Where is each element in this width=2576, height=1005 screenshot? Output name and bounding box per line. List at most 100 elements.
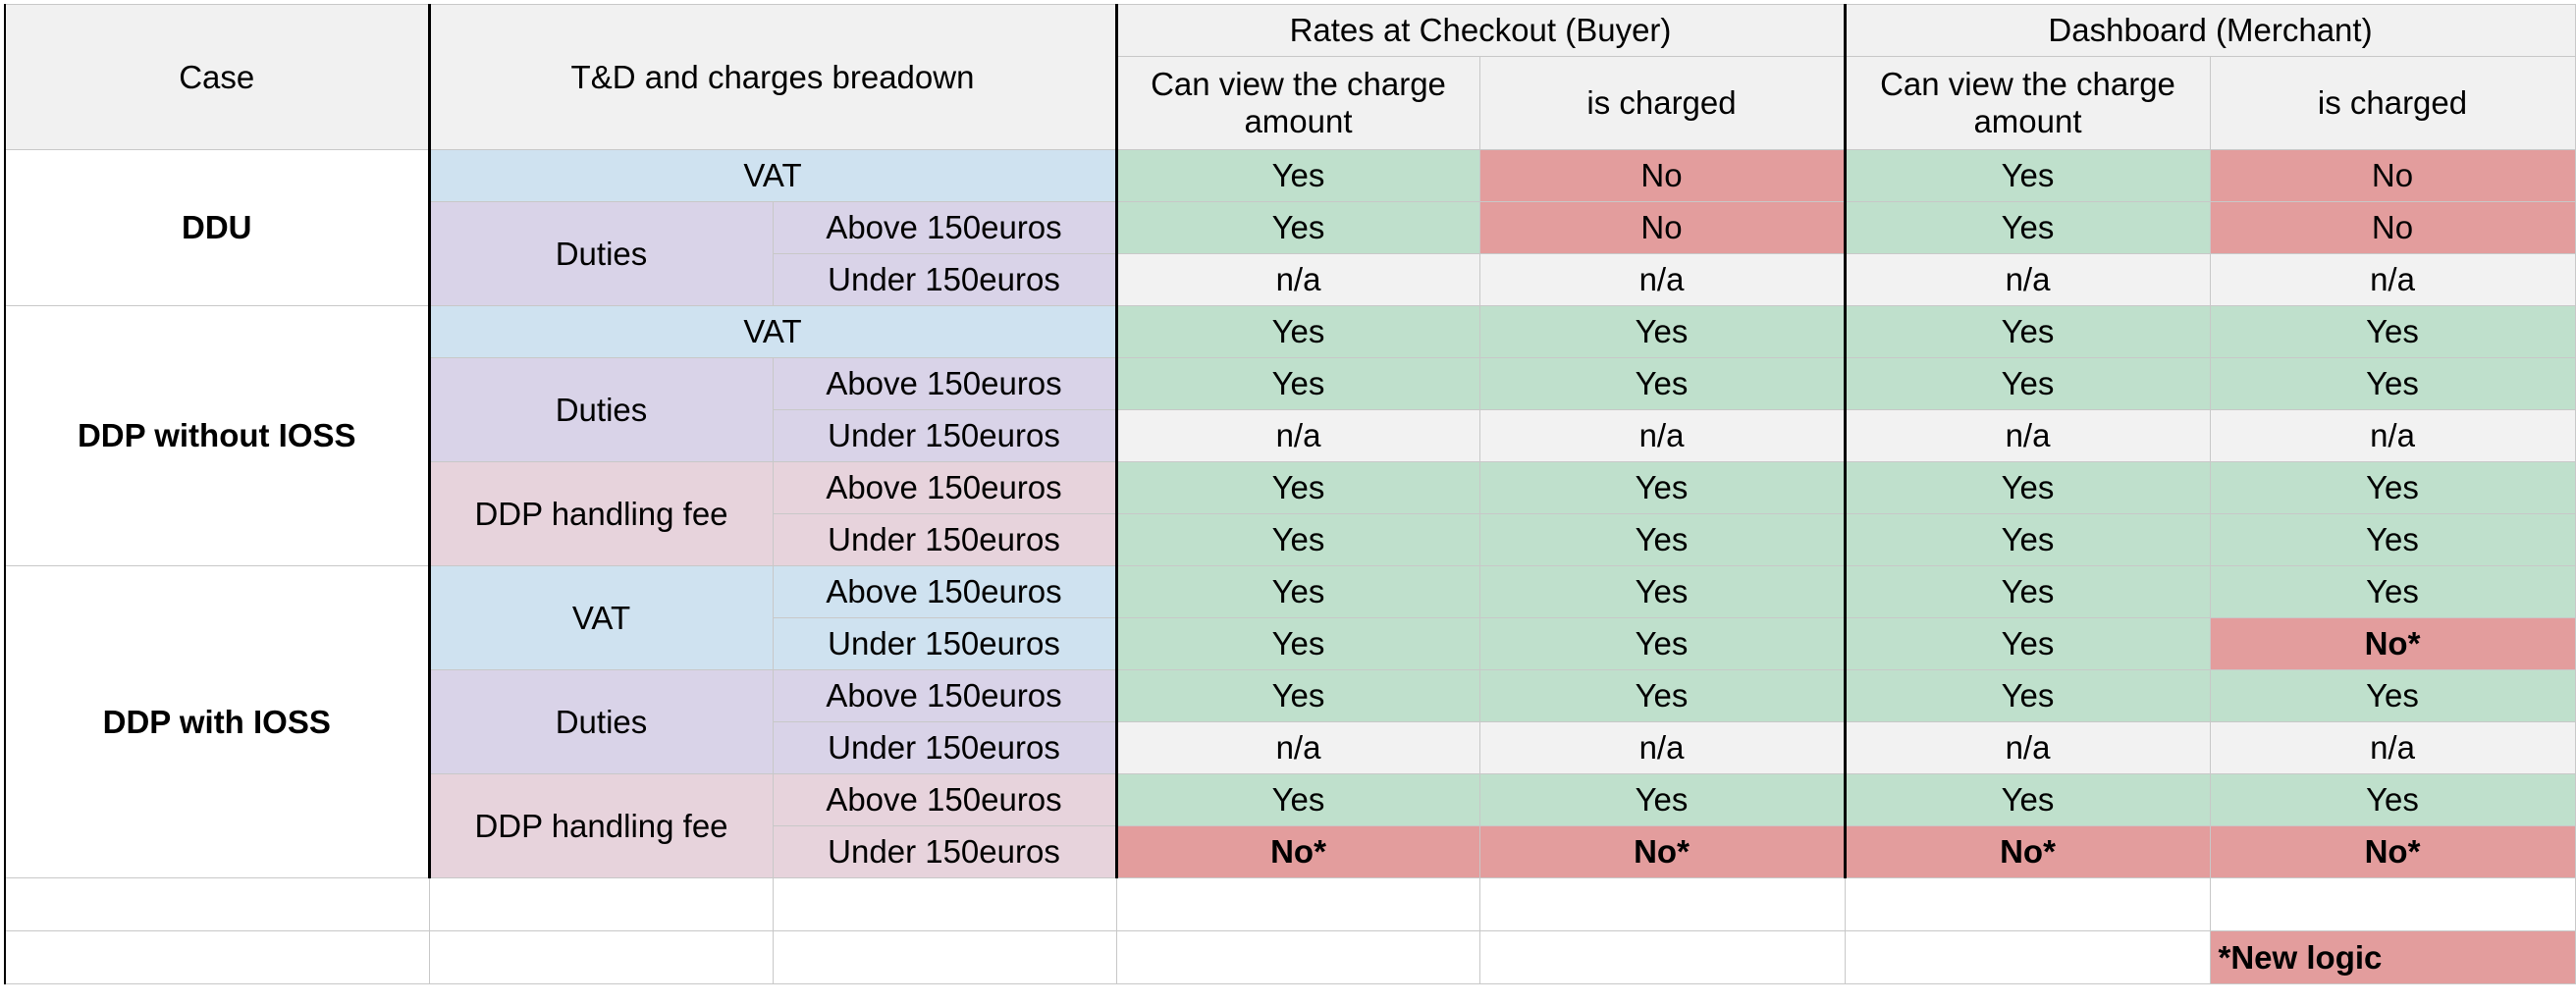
cell-value: Yes — [1843, 305, 2211, 358]
cell-value: n/a — [1478, 409, 1846, 462]
charge-duties: Duties — [427, 201, 774, 306]
threshold-label: Under 150euros — [772, 409, 1117, 462]
empty-cell — [1115, 930, 1480, 984]
header-buyer-group: Rates at Checkout (Buyer) — [1114, 4, 1846, 57]
header-merchant-group: Dashboard (Merchant) — [1843, 4, 2576, 57]
cell-value: n/a — [1114, 409, 1480, 462]
cell-value: No* — [1843, 825, 2211, 878]
case-ddp-without-ioss: DDP without IOSS — [4, 305, 430, 566]
charge-ddp-handling-fee: DDP handling fee — [427, 461, 774, 566]
cell-value: Yes — [1114, 773, 1480, 826]
threshold-label: Above 150euros — [772, 565, 1117, 618]
cell-value: Yes — [1114, 201, 1480, 254]
table-row: DDP without IOSS VAT Yes Yes Yes Yes — [4, 305, 2576, 566]
cell-value: n/a — [1478, 721, 1846, 774]
table-row: Under 150euros Yes Yes Yes No* — [5, 617, 2576, 670]
case-ddp-with-ioss: DDP with IOSS — [4, 565, 430, 878]
threshold-label: Above 150euros — [772, 461, 1117, 514]
charges-table: Case T&D and charges breadown Rates at C… — [4, 4, 2576, 984]
threshold-label: Under 150euros — [772, 513, 1117, 566]
table-row: Duties Above 150euros Yes Yes Yes Yes — [5, 357, 2576, 462]
cell-value: Yes — [1478, 357, 1846, 410]
cell-value: Yes — [1843, 461, 2211, 514]
cell-value: No* — [1114, 825, 1480, 878]
empty-cell — [4, 877, 430, 931]
header-breakdown: T&D and charges breadown — [427, 4, 1117, 150]
cell-value: Yes — [1478, 461, 1846, 514]
cell-value: Yes — [1478, 773, 1846, 826]
table-row: Under 150euros n/a n/a n/a n/a — [5, 721, 2576, 774]
cell-value: Yes — [2209, 357, 2576, 410]
table-row: Under 150euros n/a n/a n/a n/a — [5, 253, 2576, 306]
cell-value: No* — [2209, 617, 2576, 670]
cell-value: Yes — [1114, 305, 1480, 358]
cell-value: n/a — [2209, 253, 2576, 306]
empty-cell — [1844, 877, 2211, 931]
cell-value: Yes — [1843, 669, 2211, 722]
charge-vat: VAT — [427, 565, 774, 670]
cell-value: n/a — [1114, 253, 1480, 306]
cell-value: Yes — [1843, 201, 2211, 254]
cell-value: Yes — [1478, 305, 1846, 358]
cell-value: Yes — [1114, 149, 1480, 202]
threshold-label: Under 150euros — [772, 253, 1117, 306]
cell-value: Yes — [1114, 617, 1480, 670]
table-row: DDP with IOSS VAT Above 150euros Yes Yes… — [4, 565, 2576, 878]
cell-value: Yes — [2209, 305, 2576, 358]
table-row: DDU VAT Yes No Yes No — [4, 149, 2576, 306]
header-case: Case — [4, 4, 430, 150]
threshold-label: Under 150euros — [772, 825, 1117, 878]
footnote-row: *New logic — [4, 930, 2576, 984]
header-row-2: Can view the charge amount is charged Ca… — [5, 56, 2576, 150]
cell-value: No — [1478, 149, 1846, 202]
header-buyer-view: Can view the charge amount — [1114, 56, 1480, 150]
table-row: Duties Above 150euros Yes No Yes No — [5, 201, 2576, 306]
threshold-label: Above 150euros — [772, 201, 1117, 254]
cell-value: Yes — [1114, 357, 1480, 410]
table-row: Duties Above 150euros Yes Yes Yes Yes — [5, 669, 2576, 774]
empty-cell — [428, 877, 774, 931]
cell-value: Yes — [1478, 669, 1846, 722]
threshold-label: Above 150euros — [772, 773, 1117, 826]
cell-value: n/a — [1843, 409, 2211, 462]
cell-value: Yes — [1843, 565, 2211, 618]
empty-cell — [4, 930, 430, 984]
cell-value: Yes — [1478, 565, 1846, 618]
cell-value: No* — [2209, 825, 2576, 878]
charge-vat: VAT — [427, 149, 1117, 202]
table-row: DDP handling fee Above 150euros Yes Yes … — [5, 773, 2576, 878]
cell-value: n/a — [1478, 253, 1846, 306]
header-row-1: Case T&D and charges breadown Rates at C… — [4, 4, 2576, 150]
cell-value: Yes — [1843, 773, 2211, 826]
empty-cell — [772, 877, 1117, 931]
cell-value: Yes — [1478, 513, 1846, 566]
cell-value: Yes — [2209, 461, 2576, 514]
empty-cell — [1115, 877, 1480, 931]
cell-value: n/a — [1843, 721, 2211, 774]
cell-value: n/a — [1843, 253, 2211, 306]
threshold-label: Above 150euros — [772, 357, 1117, 410]
charge-ddp-handling-fee: DDP handling fee — [427, 773, 774, 878]
cell-value: Yes — [1843, 617, 2211, 670]
threshold-label: Under 150euros — [772, 617, 1117, 670]
charge-duties: Duties — [427, 357, 774, 462]
empty-cell — [2209, 877, 2576, 931]
cell-value: Yes — [1843, 357, 2211, 410]
cell-value: Yes — [1114, 565, 1480, 618]
cell-value: Yes — [1478, 617, 1846, 670]
header-merchant-charged: is charged — [2209, 56, 2576, 150]
table-row: DDP handling fee Above 150euros Yes Yes … — [5, 461, 2576, 566]
cell-value: Yes — [1114, 669, 1480, 722]
threshold-label: Above 150euros — [772, 669, 1117, 722]
cell-value: Yes — [2209, 669, 2576, 722]
threshold-label: Under 150euros — [772, 721, 1117, 774]
empty-cell — [1478, 930, 1846, 984]
cell-value: Yes — [2209, 513, 2576, 566]
header-merchant-view: Can view the charge amount — [1843, 56, 2211, 150]
cell-value: No — [2209, 149, 2576, 202]
cell-value: n/a — [1114, 721, 1480, 774]
charge-duties: Duties — [427, 669, 774, 774]
empty-cell — [1478, 877, 1846, 931]
empty-cell — [1844, 930, 2211, 984]
charge-vat: VAT — [427, 305, 1117, 358]
